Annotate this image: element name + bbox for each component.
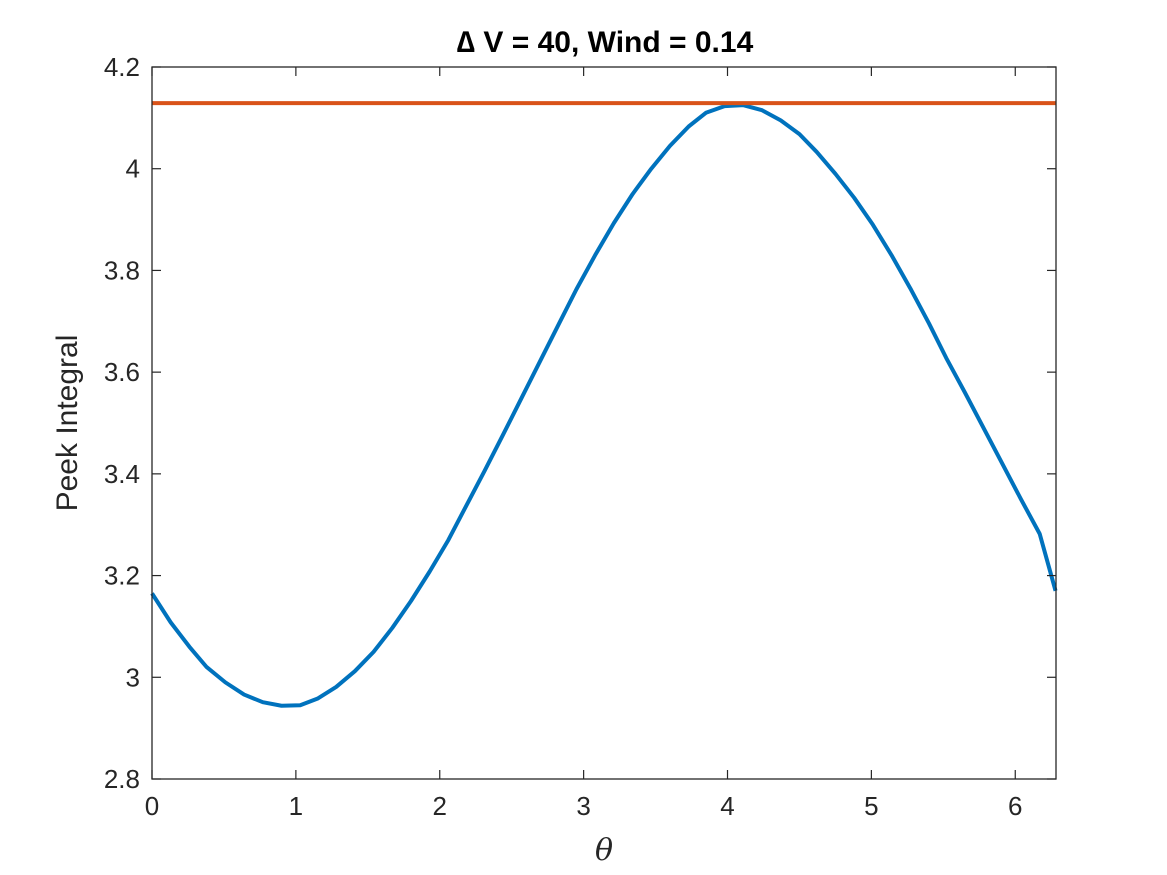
y-tick-label: 3.8 <box>104 255 140 285</box>
y-tick-label: 2.8 <box>104 764 140 794</box>
chart-title: ∆ V = 40, Wind = 0.14 <box>457 26 754 59</box>
y-tick-label: 4.2 <box>104 52 140 82</box>
x-tick-label: 0 <box>145 791 159 821</box>
y-axis-label: Peek Integral <box>51 335 84 512</box>
y-tick-label: 3 <box>126 662 140 692</box>
y-tick-label: 3.4 <box>104 459 140 489</box>
x-tick-label: 4 <box>720 791 734 821</box>
y-tick-label: 4 <box>126 154 140 184</box>
x-tick-label: 1 <box>289 791 303 821</box>
x-tick-label: 3 <box>576 791 590 821</box>
x-tick-label: 6 <box>1008 791 1022 821</box>
plot-area <box>152 67 1056 779</box>
x-tick-label: 2 <box>433 791 447 821</box>
x-axis-label: θ <box>595 833 613 868</box>
x-axis: 0 1 2 3 4 5 6 <box>145 67 1022 821</box>
x-tick-label: 5 <box>864 791 878 821</box>
y-tick-label: 3.2 <box>104 561 140 591</box>
y-tick-label: 3.6 <box>104 357 140 387</box>
series-layer <box>150 101 1058 708</box>
y-axis: 2.8 3 3.2 3.4 3.6 3.8 4 4.2 <box>104 52 1056 794</box>
series-line-1 <box>150 103 1058 708</box>
axes-box <box>151 66 1057 780</box>
